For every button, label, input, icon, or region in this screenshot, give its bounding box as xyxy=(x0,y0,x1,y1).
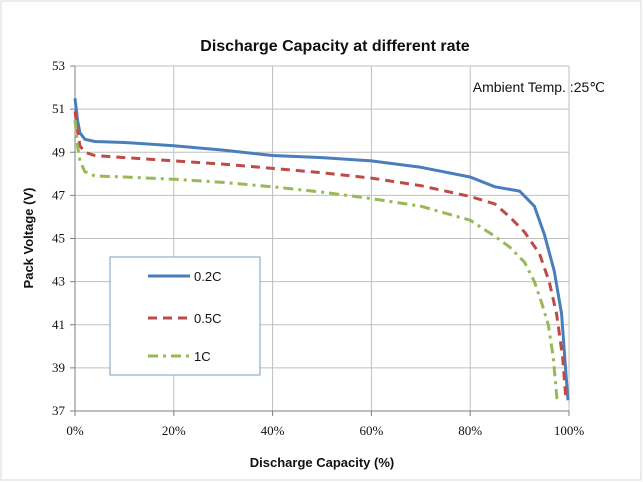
x-tick-label: 40% xyxy=(261,423,285,438)
x-tick-label: 0% xyxy=(66,423,84,438)
y-tick-label: 37 xyxy=(52,403,66,418)
x-tick-label: 80% xyxy=(458,423,482,438)
x-tick-label: 20% xyxy=(162,423,186,438)
y-tick-label: 45 xyxy=(52,231,65,246)
axis-layer: 37 39 41 43 45 47 49 51 53 0% 20% 40% 60% 80% 100% xyxy=(52,58,584,438)
y-tick-label: 49 xyxy=(52,144,65,159)
legend: 0.2C 0.5C 1C xyxy=(109,256,261,376)
y-tick-label: 43 xyxy=(52,274,65,289)
legend-label: 0.2C xyxy=(194,269,221,284)
legend-label: 1C xyxy=(194,349,211,364)
x-axis-title: Discharge Capacity (%) xyxy=(250,455,395,470)
x-tick-label: 60% xyxy=(359,423,383,438)
y-tick-label: 51 xyxy=(52,101,65,116)
y-tick-label: 53 xyxy=(52,58,65,73)
series-layer xyxy=(73,98,570,401)
series-line-0_2c xyxy=(73,98,570,401)
x-tick-label: 100% xyxy=(554,423,585,438)
ambient-temp-annotation: Ambient Temp. :25℃ xyxy=(473,79,605,95)
y-tick-label: 39 xyxy=(52,360,65,375)
chart-title: Discharge Capacity at different rate xyxy=(200,38,470,55)
series-line-0_5c xyxy=(73,111,568,401)
y-axis-title: Pack Voltage (V) xyxy=(21,188,36,289)
y-tick-label: 41 xyxy=(52,317,65,332)
legend-label: 0.5C xyxy=(194,311,221,326)
y-tick-label: 47 xyxy=(52,187,66,202)
